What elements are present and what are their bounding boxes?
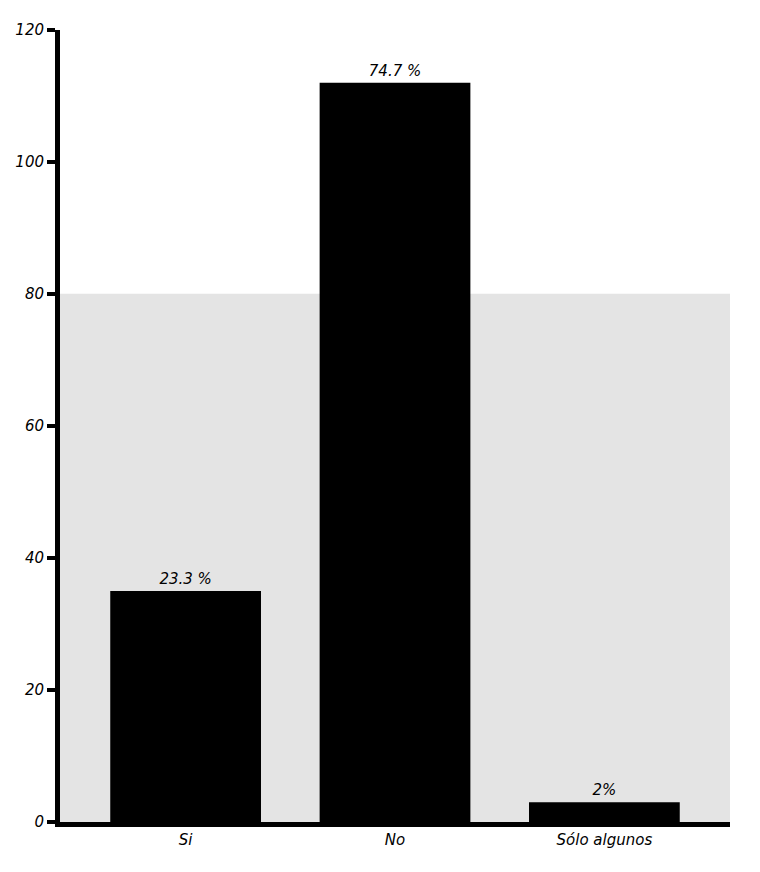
svg-text:60: 60: [25, 417, 44, 435]
svg-text:100: 100: [15, 153, 44, 171]
svg-text:20: 20: [25, 681, 44, 699]
svg-text:2%: 2%: [592, 781, 616, 799]
svg-text:40: 40: [25, 549, 44, 567]
svg-text:No: No: [385, 831, 405, 849]
svg-text:0: 0: [34, 813, 44, 831]
svg-text:23.3 %: 23.3 %: [159, 570, 211, 588]
svg-text:74.7 %: 74.7 %: [369, 62, 421, 80]
svg-text:Si: Si: [179, 831, 194, 849]
svg-text:120: 120: [15, 21, 44, 39]
svg-text:Sólo algunos: Sólo algunos: [557, 831, 653, 849]
svg-text:80: 80: [25, 285, 44, 303]
